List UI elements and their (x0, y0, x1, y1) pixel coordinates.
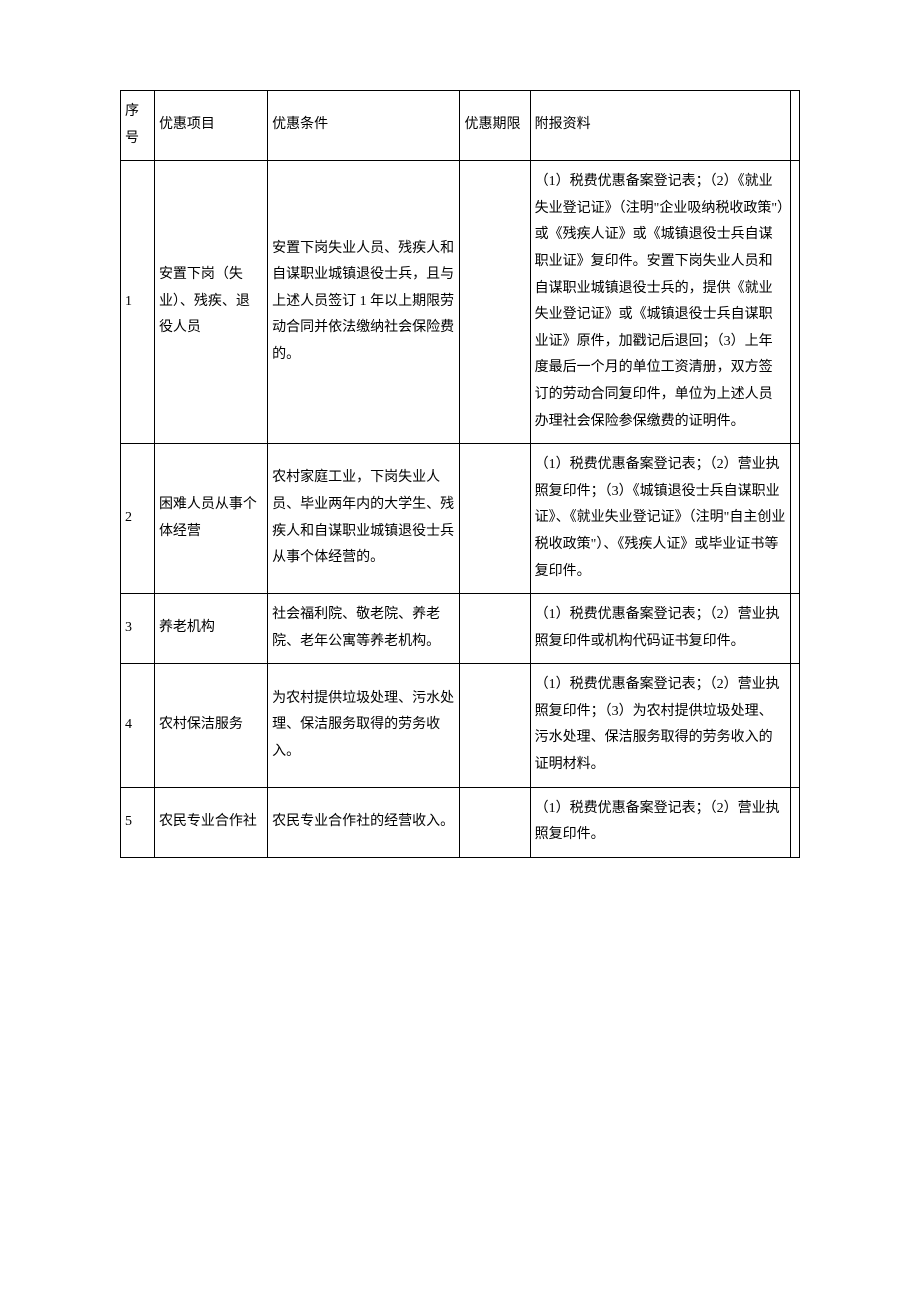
table-row: 4 农村保洁服务 为农村提供垃圾处理、污水处理、保洁服务取得的劳务收入。 （1）… (121, 664, 800, 787)
cell-period (460, 161, 530, 444)
header-material: 附报资料 (530, 91, 790, 161)
cell-extra (790, 594, 799, 664)
header-period: 优惠期限 (460, 91, 530, 161)
table-row: 5 农民专业合作社 农民专业合作社的经营收入。 （1）税费优惠备案登记表；（2）… (121, 787, 800, 857)
cell-seq: 2 (121, 444, 155, 594)
cell-period (460, 594, 530, 664)
table-body: 1 安置下岗（失业）、残疾、退役人员 安置下岗失业人员、残疾人和自谋职业城镇退役… (121, 161, 800, 858)
cell-material: （1）税费优惠备案登记表；（2）《就业失业登记证》（注明"企业吸纳税收政策"）或… (530, 161, 790, 444)
policy-table: 序号 优惠项目 优惠条件 优惠期限 附报资料 1 安置下岗（失业）、残疾、退役人… (120, 90, 800, 858)
cell-seq: 1 (121, 161, 155, 444)
header-condition: 优惠条件 (268, 91, 460, 161)
table-header-row: 序号 优惠项目 优惠条件 优惠期限 附报资料 (121, 91, 800, 161)
table-row: 2 困难人员从事个体经营 农村家庭工业，下岗失业人员、毕业两年内的大学生、残疾人… (121, 444, 800, 594)
cell-material: （1）税费优惠备案登记表；（2）营业执照复印件或机构代码证书复印件。 (530, 594, 790, 664)
cell-extra (790, 161, 799, 444)
cell-project: 困难人员从事个体经营 (154, 444, 267, 594)
cell-project: 安置下岗（失业）、残疾、退役人员 (154, 161, 267, 444)
cell-condition: 农村家庭工业，下岗失业人员、毕业两年内的大学生、残疾人和自谋职业城镇退役士兵从事… (268, 444, 460, 594)
cell-project: 养老机构 (154, 594, 267, 664)
table-row: 1 安置下岗（失业）、残疾、退役人员 安置下岗失业人员、残疾人和自谋职业城镇退役… (121, 161, 800, 444)
cell-material: （1）税费优惠备案登记表；（2）营业执照复印件。 (530, 787, 790, 857)
cell-extra (790, 664, 799, 787)
cell-condition: 为农村提供垃圾处理、污水处理、保洁服务取得的劳务收入。 (268, 664, 460, 787)
cell-seq: 5 (121, 787, 155, 857)
cell-material: （1）税费优惠备案登记表；（2）营业执照复印件；（3）《城镇退役士兵自谋职业证》… (530, 444, 790, 594)
cell-seq: 3 (121, 594, 155, 664)
cell-material: （1）税费优惠备案登记表；（2）营业执照复印件；（3）为农村提供垃圾处理、污水处… (530, 664, 790, 787)
table-row: 3 养老机构 社会福利院、敬老院、养老院、老年公寓等养老机构。 （1）税费优惠备… (121, 594, 800, 664)
cell-project: 农民专业合作社 (154, 787, 267, 857)
cell-condition: 社会福利院、敬老院、养老院、老年公寓等养老机构。 (268, 594, 460, 664)
cell-project: 农村保洁服务 (154, 664, 267, 787)
header-seq: 序号 (121, 91, 155, 161)
cell-extra (790, 787, 799, 857)
cell-condition: 安置下岗失业人员、残疾人和自谋职业城镇退役士兵，且与上述人员签订 1 年以上期限… (268, 161, 460, 444)
cell-period (460, 787, 530, 857)
cell-condition: 农民专业合作社的经营收入。 (268, 787, 460, 857)
cell-period (460, 444, 530, 594)
cell-seq: 4 (121, 664, 155, 787)
header-project: 优惠项目 (154, 91, 267, 161)
cell-period (460, 664, 530, 787)
cell-extra (790, 444, 799, 594)
header-extra (790, 91, 799, 161)
